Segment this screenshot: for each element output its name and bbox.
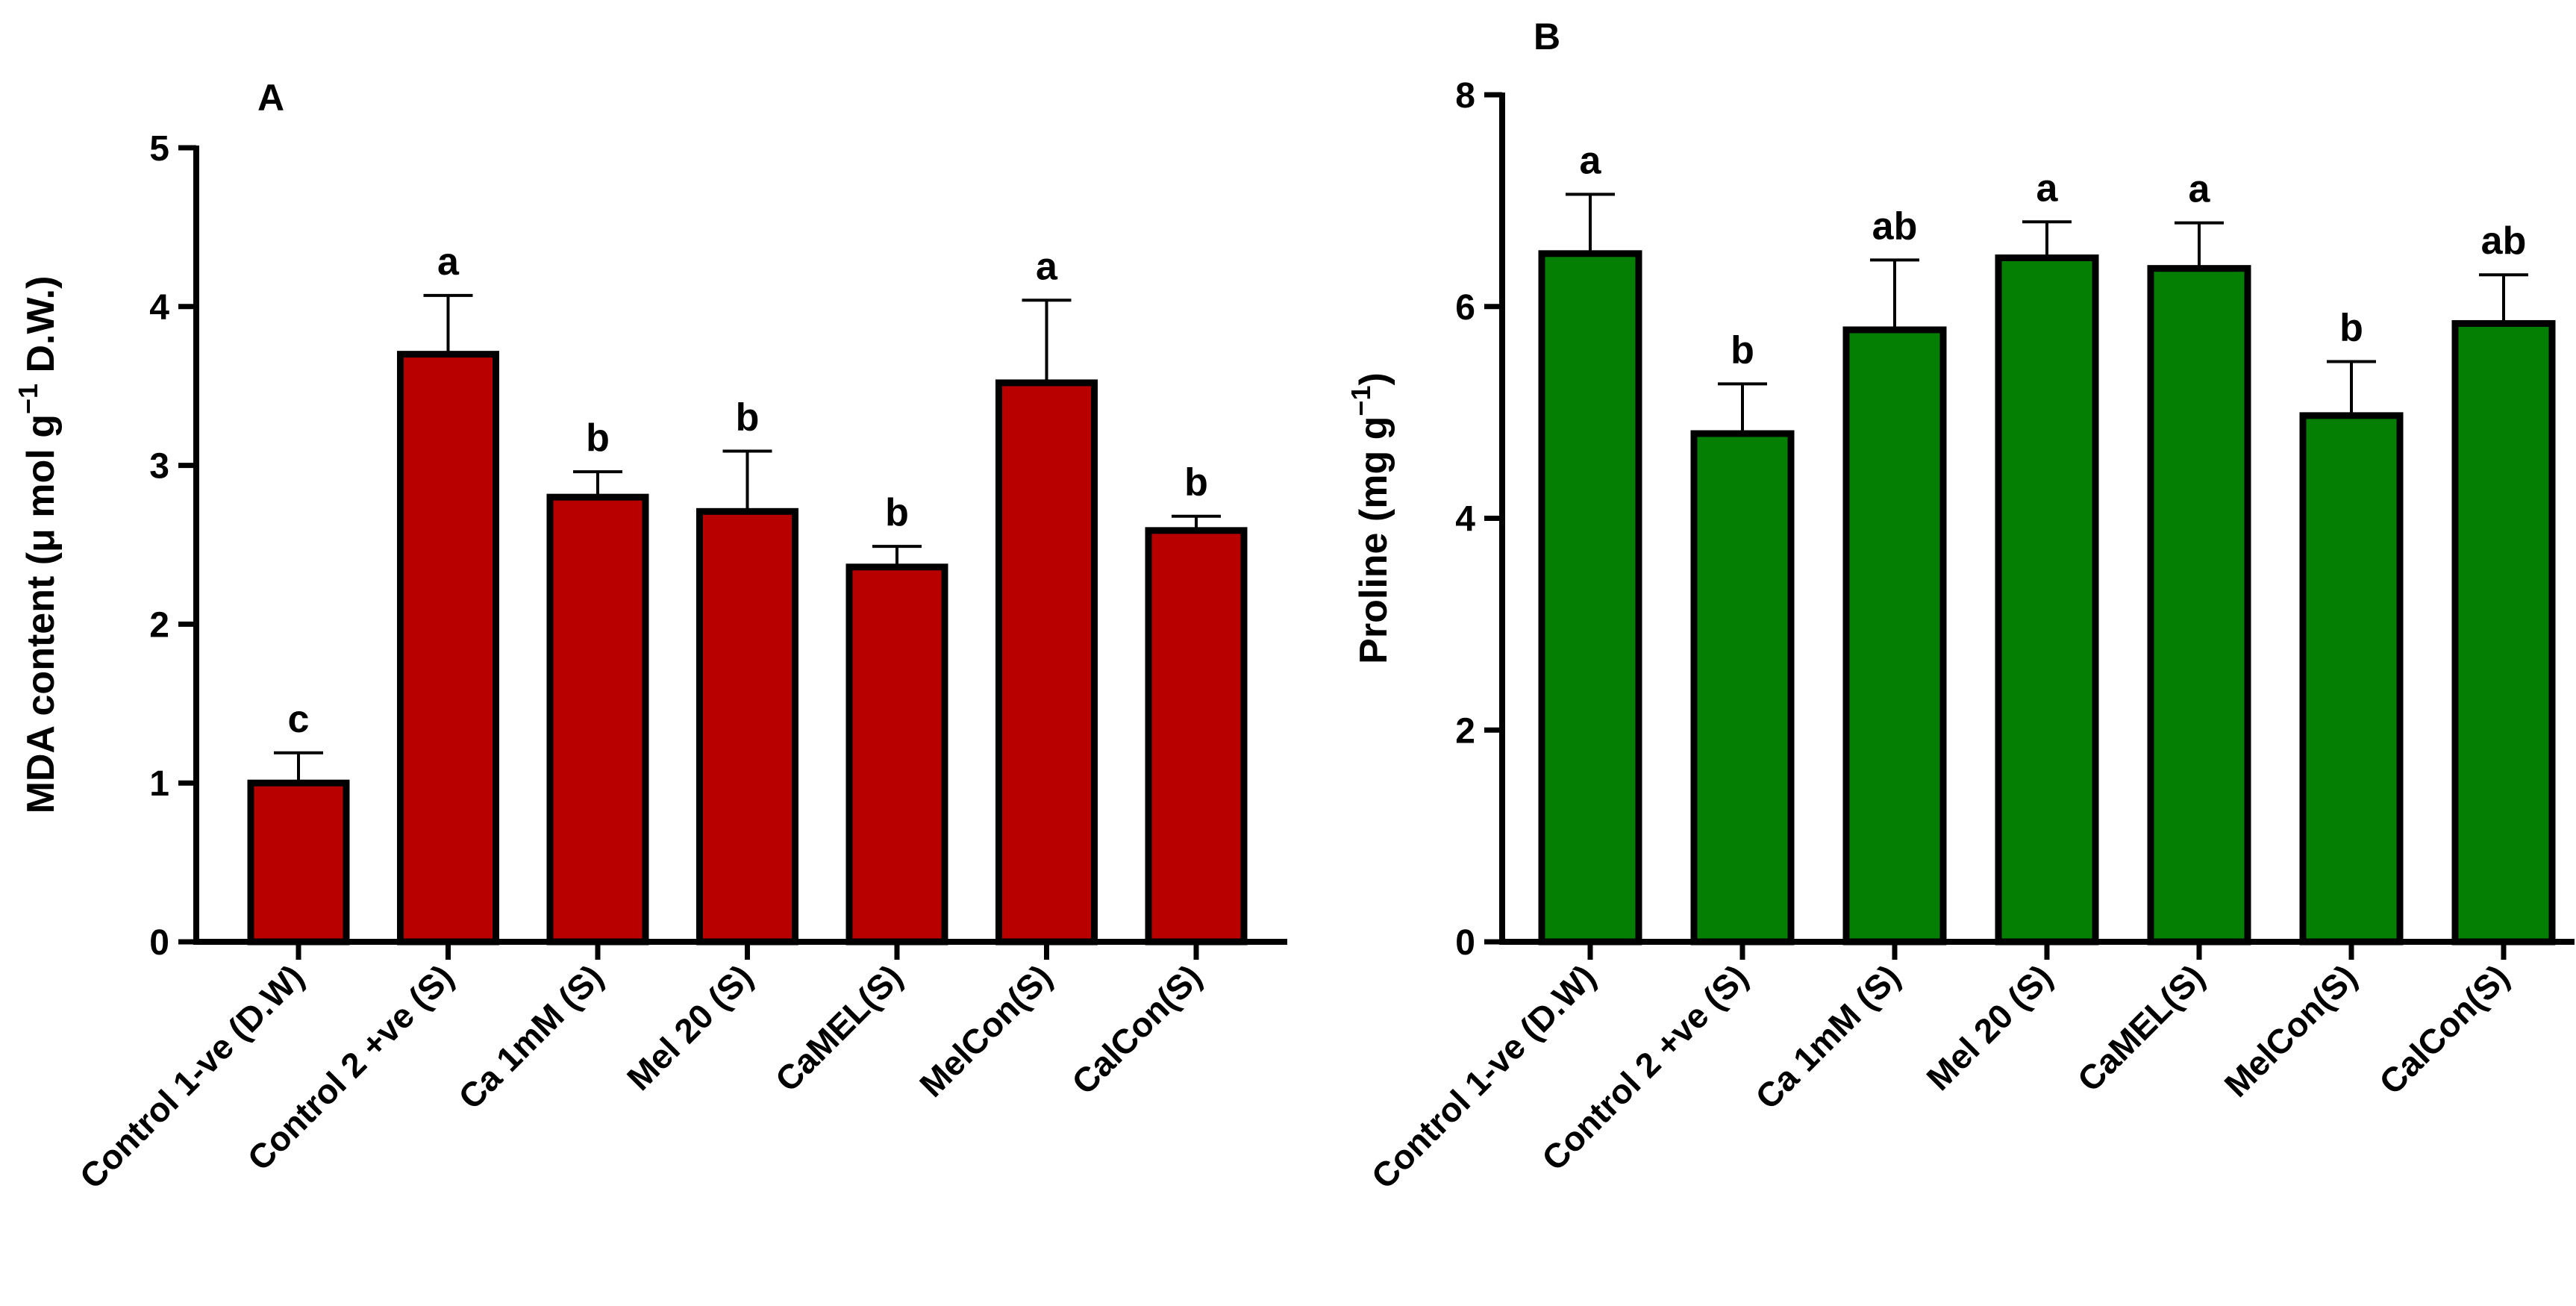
category-label: Ca 1mM (S) [451, 957, 610, 1116]
significance-label: b [885, 491, 909, 534]
significance-label: a [2036, 166, 2059, 210]
significance-label: b [1184, 461, 1208, 504]
significance-label: b [736, 396, 760, 439]
y-tick-label: 0 [149, 923, 169, 963]
y-axis-label-tail: D.W.) [19, 276, 63, 384]
y-axis-label: MDA content (μ mol g−1 D.W.) [13, 276, 63, 814]
y-axis-label-tail: ) [1352, 372, 1395, 385]
significance-label: c [288, 698, 310, 741]
bar [247, 779, 350, 946]
y-axis-label-main: MDA content (μ mol g [19, 414, 63, 813]
panel-label: A [257, 77, 284, 119]
significance-label: b [2339, 307, 2363, 350]
y-tick-label: 4 [1455, 500, 1475, 540]
y-axis-label-superscript: −1 [13, 384, 43, 414]
bar [845, 563, 948, 946]
significance-label: ab [2481, 219, 2527, 263]
bar [2451, 319, 2556, 946]
bar [397, 351, 499, 946]
panel-label: B [1534, 16, 1560, 57]
significance-label: b [1731, 328, 1754, 372]
significance-label: a [1036, 245, 1058, 288]
category-label: CaMEL(S) [768, 957, 910, 1099]
y-tick-label: 2 [149, 605, 169, 645]
category-label: MelCon(S) [912, 957, 1060, 1105]
significance-label: a [2189, 168, 2211, 211]
y-tick-label: 6 [1455, 288, 1475, 328]
bar [2147, 265, 2251, 946]
bar [2299, 412, 2404, 946]
bar [1690, 430, 1795, 946]
y-tick-label: 1 [149, 764, 169, 804]
bar [1145, 527, 1248, 946]
bar [696, 507, 798, 946]
bar [1995, 254, 2099, 946]
bar [1842, 326, 1947, 946]
y-tick-label: 2 [1455, 711, 1475, 751]
significance-label: b [586, 416, 610, 460]
bar [546, 493, 649, 946]
category-label: CaMEL(S) [2070, 957, 2212, 1099]
y-tick-label: 5 [149, 129, 169, 169]
significance-label: a [437, 240, 460, 284]
category-label: MelCon(S) [2216, 957, 2364, 1105]
y-axis-label: Proline (mg g−1) [1345, 372, 1395, 664]
y-tick-label: 0 [1455, 923, 1475, 963]
category-label: Ca 1mM (S) [1748, 957, 1907, 1116]
y-axis-label-superscript: −1 [1345, 386, 1376, 416]
category-label: CalCon(S) [2372, 957, 2516, 1102]
significance-label: a [1580, 139, 1602, 182]
y-tick-label: 3 [149, 447, 169, 487]
category-label: Mel 20 (S) [1919, 957, 2060, 1098]
y-tick-label: 8 [1455, 76, 1475, 116]
significance-label: ab [1872, 204, 1918, 248]
y-tick-label: 4 [149, 288, 169, 328]
y-axis-label-main: Proline (mg g [1352, 416, 1395, 664]
category-label: Mel 20 (S) [619, 957, 760, 1098]
bar [995, 379, 1098, 946]
category-label: CalCon(S) [1064, 957, 1209, 1102]
bar [1538, 250, 1642, 946]
